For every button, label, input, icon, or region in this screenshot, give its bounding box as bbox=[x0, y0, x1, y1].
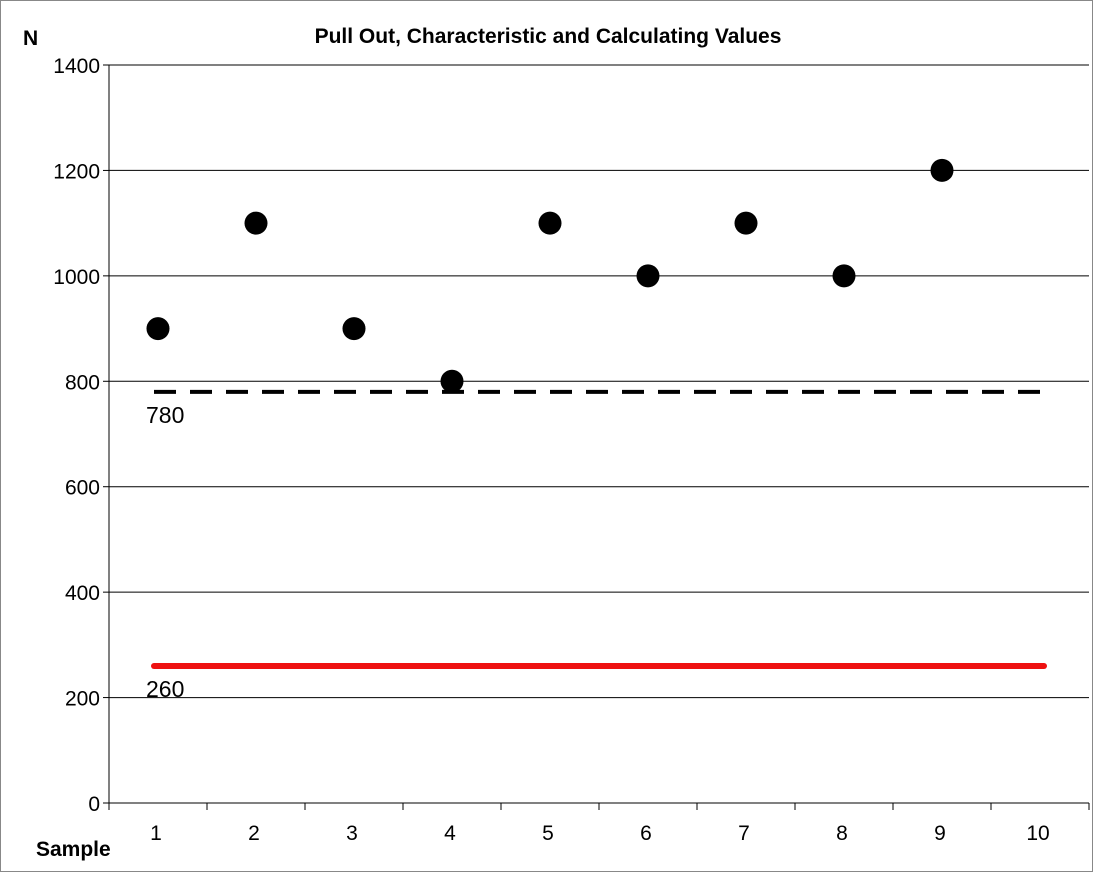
data-point-sample-5 bbox=[538, 211, 562, 235]
x-tick-label: 8 bbox=[836, 822, 848, 845]
data-point-sample-8 bbox=[832, 264, 856, 288]
x-tick-label: 1 bbox=[150, 822, 162, 845]
y-tick-label: 0 bbox=[88, 793, 100, 816]
x-tick-label: 5 bbox=[542, 822, 554, 845]
x-tick-label: 7 bbox=[738, 822, 750, 845]
reference-lines: 780 260 bbox=[146, 389, 1047, 702]
x-tick-label: 2 bbox=[248, 822, 260, 845]
y-tick-label: 200 bbox=[65, 688, 100, 711]
data-point-sample-4 bbox=[440, 369, 464, 393]
chart-title: Pull Out, Characteristic and Calculating… bbox=[315, 25, 782, 48]
data-point-sample-6 bbox=[636, 264, 660, 288]
data-point-sample-1 bbox=[146, 317, 170, 341]
x-tick-label: 3 bbox=[346, 822, 358, 845]
data-point-sample-7 bbox=[734, 211, 758, 235]
x-tick-label: 9 bbox=[934, 822, 946, 845]
y-tick-label: 800 bbox=[65, 371, 100, 394]
data-point-sample-2 bbox=[244, 211, 268, 235]
x-tick-label: 10 bbox=[1026, 822, 1049, 845]
y-tick-labels: 0 200 400 600 800 1000 1200 1400 bbox=[53, 55, 100, 816]
y-axis-label: N bbox=[23, 27, 38, 50]
y-tick-label: 1000 bbox=[53, 266, 100, 289]
x-tick-labels: 1 2 3 4 5 6 7 8 9 10 bbox=[150, 822, 1050, 845]
x-tick-label: 6 bbox=[640, 822, 652, 845]
gridlines bbox=[109, 64, 1089, 699]
reference-line-label: 260 bbox=[146, 676, 184, 702]
y-tick-label: 400 bbox=[65, 582, 100, 605]
data-points bbox=[146, 158, 954, 393]
x-axis-label: Sample bbox=[36, 838, 111, 861]
x-tick-label: 4 bbox=[444, 822, 456, 845]
data-point-sample-9 bbox=[930, 158, 954, 182]
y-tick-label: 600 bbox=[65, 477, 100, 500]
data-point-sample-3 bbox=[342, 317, 366, 341]
y-tick-label: 1400 bbox=[53, 55, 100, 78]
reference-line-label: 780 bbox=[146, 402, 184, 428]
axes bbox=[103, 64, 1090, 810]
y-tick-label: 1200 bbox=[53, 160, 100, 183]
